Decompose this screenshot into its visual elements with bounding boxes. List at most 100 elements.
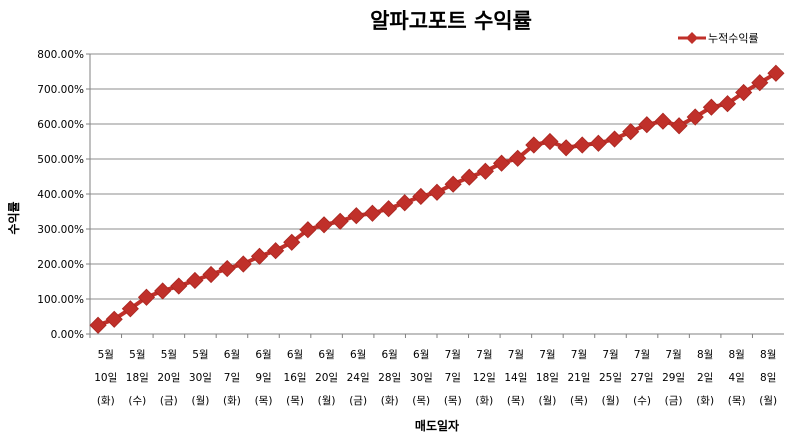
data-point-marker: [412, 187, 430, 206]
data-point-marker: [735, 83, 753, 102]
x-tick-label: 30일: [189, 371, 212, 384]
x-tick-label: (금): [160, 395, 178, 407]
data-point-marker: [121, 300, 139, 318]
x-tick-label: 25일: [599, 371, 622, 384]
x-tick-label: 14일: [504, 371, 527, 384]
data-point-marker: [686, 108, 704, 126]
y-tick-label: 0.00%: [51, 329, 84, 341]
x-tick-label: 30일: [410, 371, 433, 384]
data-point-marker: [267, 242, 285, 260]
y-tick-label: 200.00%: [37, 259, 84, 271]
x-tick-label: (월): [538, 395, 556, 407]
x-tick-label: 18일: [536, 371, 559, 384]
data-point-marker: [202, 265, 220, 284]
data-point-marker: [234, 255, 252, 273]
x-tick-label: 20일: [157, 371, 180, 384]
chart-title: 알파고포트 수익률: [370, 9, 532, 33]
data-point-marker: [622, 123, 640, 141]
x-tick-label: 18일: [126, 371, 149, 384]
y-axis-ticks: 0.00% 100.00% 200.00% 300.00% 400.00% 500.00%…: [37, 49, 90, 341]
data-point-marker: [380, 200, 398, 218]
x-tick-label: (목): [286, 395, 304, 407]
x-tick-label: (화): [475, 395, 493, 407]
x-tick-label: 7일: [445, 371, 461, 384]
data-point-marker: [250, 247, 269, 265]
x-tick-label: (금): [349, 395, 367, 407]
x-tick-label: 20일: [315, 371, 338, 384]
x-tick-label: 7월: [571, 349, 587, 361]
x-tick-label: 6월: [350, 349, 366, 361]
data-point-marker: [218, 259, 236, 278]
x-tick-label: 7월: [508, 349, 524, 361]
x-tick-label: 16일: [284, 371, 307, 384]
data-point-marker: [315, 216, 333, 234]
x-tick-label: 6월: [318, 349, 334, 361]
x-tick-label: (화): [223, 395, 241, 407]
y-tick-label: 500.00%: [37, 154, 84, 166]
data-point-marker: [170, 277, 188, 295]
x-tick-label: (수): [633, 395, 651, 407]
x-tick-label: 7월: [476, 349, 492, 361]
data-point-marker: [767, 64, 785, 82]
x-tick-label: (목): [507, 395, 525, 407]
x-tick-label: 8월: [729, 349, 745, 361]
data-point-marker: [751, 74, 769, 92]
data-point-marker: [525, 136, 543, 154]
x-tick-label: (화): [696, 395, 714, 407]
data-point-marker: [428, 183, 446, 201]
x-tick-label: 10일: [94, 371, 117, 384]
x-tick-label: (월): [191, 395, 209, 407]
y-tick-label: 600.00%: [37, 119, 84, 131]
x-tick-label: 4일: [729, 371, 745, 384]
y-axis-title: 수익률: [7, 201, 21, 234]
x-tick-label: 7월: [665, 349, 681, 361]
x-tick-label: 7월: [602, 349, 618, 361]
x-tick-label: 5월: [192, 349, 208, 361]
x-tick-label: 5월: [161, 349, 177, 361]
data-point-marker: [541, 132, 559, 151]
data-point-marker: [283, 233, 301, 251]
x-tick-label: 24일: [347, 371, 370, 384]
series-markers: [89, 64, 785, 334]
legend: 누적수익률: [678, 32, 759, 45]
x-tick-label: (화): [97, 395, 115, 407]
data-point-marker: [718, 95, 737, 113]
data-point-marker: [492, 154, 511, 172]
x-tick-label: 8월: [760, 349, 776, 361]
x-axis-labels: 5월 10일 (화) 5월 18일 (수) 5월 20일 (금) 5월 30일 (월) 6월 7일 (화) 6…: [89, 334, 777, 407]
y-tick-label: 100.00%: [37, 294, 84, 306]
x-tick-label: 9일: [255, 371, 271, 384]
data-point-marker: [557, 139, 575, 157]
y-tick-label: 800.00%: [37, 49, 84, 61]
data-point-marker: [702, 98, 720, 116]
x-axis-title: 매도일자: [415, 418, 459, 433]
y-tick-label: 400.00%: [37, 189, 84, 201]
x-tick-label: 6월: [413, 349, 429, 361]
data-point-marker: [396, 194, 414, 212]
x-tick-label: 5월: [98, 349, 114, 361]
x-tick-label: 6월: [224, 349, 240, 361]
gridlines: [90, 53, 784, 300]
x-tick-label: (목): [728, 395, 746, 407]
x-tick-label: 7일: [224, 371, 240, 384]
x-tick-label: 6월: [382, 349, 398, 361]
x-tick-label: (월): [602, 395, 620, 407]
data-point-marker: [137, 288, 156, 306]
x-tick-label: 29일: [662, 371, 685, 384]
x-tick-label: 12일: [473, 371, 496, 384]
x-tick-label: 7월: [539, 349, 555, 361]
legend-label: 누적수익률: [708, 32, 759, 45]
data-point-marker: [331, 212, 349, 230]
x-tick-label: (목): [570, 395, 588, 407]
x-tick-label: (월): [318, 395, 336, 407]
data-point-marker: [444, 175, 462, 193]
x-tick-label: (목): [412, 395, 430, 407]
data-point-marker: [347, 207, 365, 225]
data-point-marker: [460, 168, 478, 186]
y-tick-label: 700.00%: [37, 84, 84, 96]
x-tick-label: (금): [665, 395, 683, 407]
data-point-marker: [89, 316, 107, 334]
data-point-marker: [654, 112, 672, 130]
data-point-marker: [363, 204, 382, 222]
x-tick-label: 2일: [697, 371, 713, 384]
